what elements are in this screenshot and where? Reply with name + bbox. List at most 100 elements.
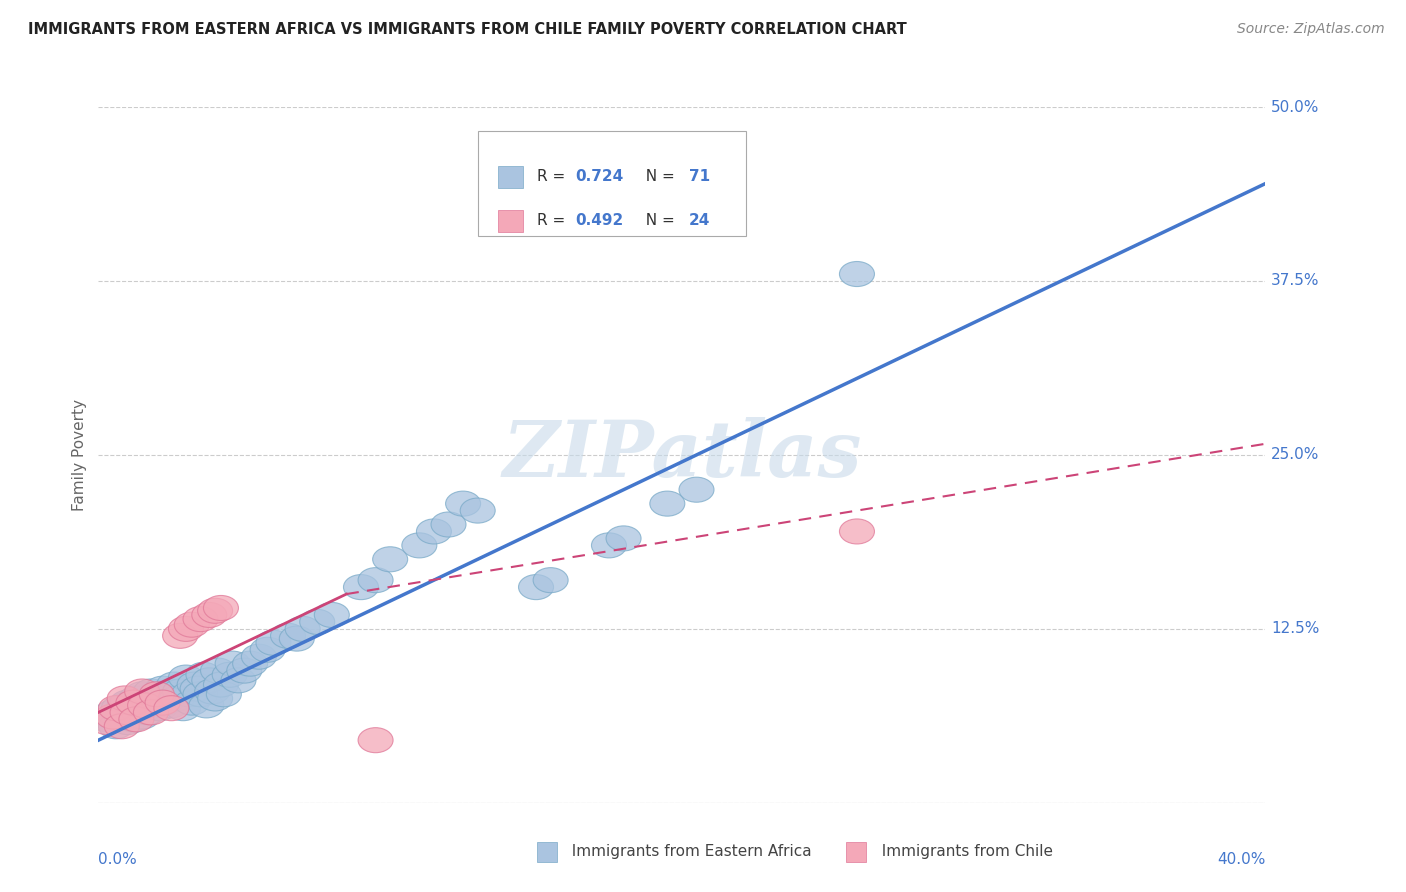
Text: 71: 71 <box>689 169 710 185</box>
Ellipse shape <box>359 728 394 753</box>
FancyBboxPatch shape <box>498 166 523 187</box>
Ellipse shape <box>148 690 183 715</box>
Ellipse shape <box>139 686 174 711</box>
Ellipse shape <box>98 696 134 721</box>
Text: 0.492: 0.492 <box>575 213 624 228</box>
Text: 24: 24 <box>689 213 710 228</box>
Ellipse shape <box>90 709 125 735</box>
Ellipse shape <box>373 547 408 572</box>
Ellipse shape <box>96 704 131 729</box>
Ellipse shape <box>112 700 148 725</box>
Ellipse shape <box>134 700 169 725</box>
Text: Immigrants from Eastern Africa: Immigrants from Eastern Africa <box>562 845 813 859</box>
Ellipse shape <box>650 491 685 516</box>
Ellipse shape <box>679 477 714 502</box>
Ellipse shape <box>107 693 142 718</box>
Ellipse shape <box>101 696 136 721</box>
Ellipse shape <box>163 679 198 704</box>
Ellipse shape <box>839 261 875 286</box>
Ellipse shape <box>270 624 305 648</box>
Ellipse shape <box>125 679 160 704</box>
FancyBboxPatch shape <box>537 842 557 862</box>
Ellipse shape <box>432 512 465 537</box>
Text: 0.724: 0.724 <box>575 169 624 185</box>
Ellipse shape <box>183 681 218 706</box>
Ellipse shape <box>198 599 232 624</box>
Ellipse shape <box>446 491 481 516</box>
FancyBboxPatch shape <box>478 131 747 235</box>
Ellipse shape <box>359 567 394 592</box>
FancyBboxPatch shape <box>846 842 866 862</box>
Ellipse shape <box>174 690 209 715</box>
Ellipse shape <box>460 498 495 523</box>
Ellipse shape <box>183 607 218 632</box>
Ellipse shape <box>226 658 262 683</box>
Ellipse shape <box>104 704 139 729</box>
Ellipse shape <box>169 665 204 690</box>
Ellipse shape <box>107 686 142 711</box>
Text: IMMIGRANTS FROM EASTERN AFRICA VS IMMIGRANTS FROM CHILE FAMILY POVERTY CORRELATI: IMMIGRANTS FROM EASTERN AFRICA VS IMMIGR… <box>28 22 907 37</box>
Text: Immigrants from Chile: Immigrants from Chile <box>872 845 1053 859</box>
Ellipse shape <box>115 690 150 715</box>
Text: 37.5%: 37.5% <box>1271 274 1320 288</box>
Ellipse shape <box>98 714 134 739</box>
Ellipse shape <box>519 574 554 599</box>
Ellipse shape <box>134 679 169 704</box>
Ellipse shape <box>191 602 226 627</box>
Ellipse shape <box>533 567 568 592</box>
Ellipse shape <box>115 706 150 731</box>
Ellipse shape <box>285 616 321 641</box>
Ellipse shape <box>191 668 226 693</box>
Ellipse shape <box>145 690 180 715</box>
Ellipse shape <box>194 679 229 704</box>
Ellipse shape <box>110 690 145 715</box>
Text: 50.0%: 50.0% <box>1271 100 1320 114</box>
Ellipse shape <box>172 681 207 706</box>
Ellipse shape <box>207 681 242 706</box>
Text: 0.0%: 0.0% <box>98 852 138 866</box>
Ellipse shape <box>96 700 131 725</box>
Ellipse shape <box>402 533 437 558</box>
Ellipse shape <box>125 704 160 729</box>
Ellipse shape <box>280 626 315 651</box>
Ellipse shape <box>343 574 378 599</box>
Ellipse shape <box>204 596 239 621</box>
Text: 12.5%: 12.5% <box>1271 622 1320 636</box>
Ellipse shape <box>242 644 277 669</box>
Ellipse shape <box>198 686 232 711</box>
Ellipse shape <box>204 672 239 697</box>
Text: 25.0%: 25.0% <box>1271 448 1320 462</box>
Text: R =: R = <box>537 213 571 228</box>
Ellipse shape <box>136 693 172 718</box>
Ellipse shape <box>166 696 201 721</box>
Ellipse shape <box>180 676 215 701</box>
Ellipse shape <box>160 686 194 711</box>
Ellipse shape <box>131 700 166 725</box>
Ellipse shape <box>169 616 204 641</box>
Text: 40.0%: 40.0% <box>1218 852 1265 866</box>
Ellipse shape <box>128 693 163 718</box>
Ellipse shape <box>221 668 256 693</box>
Ellipse shape <box>128 690 163 715</box>
Y-axis label: Family Poverty: Family Poverty <box>72 399 87 511</box>
Ellipse shape <box>125 681 160 706</box>
Ellipse shape <box>299 609 335 634</box>
Text: ZIPatlas: ZIPatlas <box>502 417 862 493</box>
Text: R =: R = <box>537 169 571 185</box>
Ellipse shape <box>188 693 224 718</box>
Ellipse shape <box>256 631 291 656</box>
Ellipse shape <box>110 709 145 735</box>
Ellipse shape <box>150 681 186 706</box>
Ellipse shape <box>177 672 212 697</box>
Ellipse shape <box>606 526 641 551</box>
Ellipse shape <box>145 676 180 701</box>
Ellipse shape <box>201 658 236 683</box>
Ellipse shape <box>174 612 209 637</box>
Ellipse shape <box>153 696 188 721</box>
Ellipse shape <box>416 519 451 544</box>
Text: N =: N = <box>637 169 681 185</box>
Ellipse shape <box>139 681 174 706</box>
Ellipse shape <box>315 602 349 627</box>
Ellipse shape <box>142 696 177 721</box>
Ellipse shape <box>163 624 198 648</box>
